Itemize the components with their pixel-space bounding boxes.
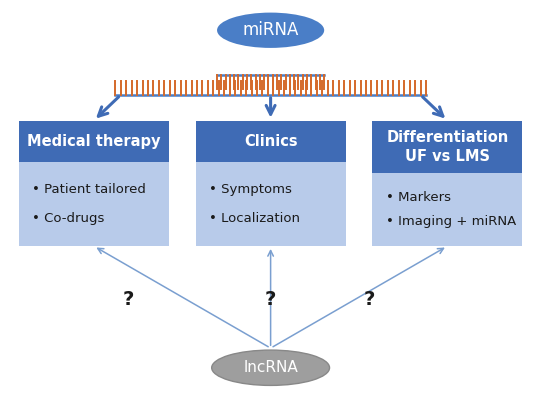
Text: ?: ? xyxy=(265,290,276,308)
Text: • Localization: • Localization xyxy=(209,212,300,224)
Text: ?: ? xyxy=(123,290,134,308)
Ellipse shape xyxy=(212,350,329,385)
Text: lncRNA: lncRNA xyxy=(243,360,298,375)
Text: ?: ? xyxy=(364,290,376,308)
Text: • Co-drugs: • Co-drugs xyxy=(32,212,104,224)
Text: • Imaging + miRNA: • Imaging + miRNA xyxy=(386,215,516,228)
Bar xyxy=(372,173,522,246)
Text: Clinics: Clinics xyxy=(244,134,298,149)
Text: Differentiation
UF vs LMS: Differentiation UF vs LMS xyxy=(386,130,509,164)
Text: miRNA: miRNA xyxy=(243,21,299,39)
Bar xyxy=(19,121,169,162)
Bar xyxy=(196,162,345,246)
Bar xyxy=(19,162,169,246)
Ellipse shape xyxy=(217,13,324,48)
Bar xyxy=(196,121,345,162)
Text: • Markers: • Markers xyxy=(386,191,451,204)
Text: • Symptoms: • Symptoms xyxy=(209,183,292,197)
Bar xyxy=(372,121,522,173)
Text: Medical therapy: Medical therapy xyxy=(27,134,161,149)
Text: • Patient tailored: • Patient tailored xyxy=(32,183,146,197)
